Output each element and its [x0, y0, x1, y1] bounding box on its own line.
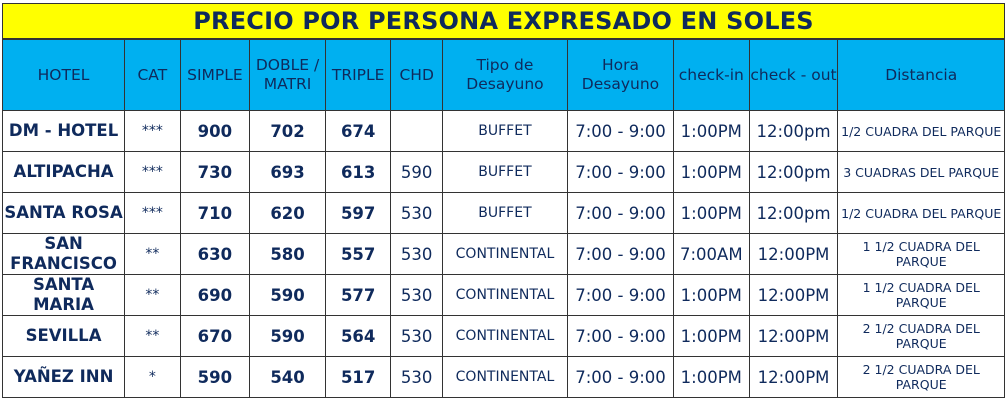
distance: 1 1/2 CUADRA DEL PARQUE [837, 233, 1005, 275]
breakfast-type: BUFFET [441, 110, 569, 152]
header-hotel: HOTEL [1, 39, 126, 111]
price-triple: 577 [324, 274, 392, 316]
hotel-name: SANTA MARIA [1, 274, 126, 316]
header-triple: TRIPLE [324, 39, 392, 111]
hotel-name: SAN FRANCISCO [1, 233, 126, 275]
price-triple: 613 [324, 151, 392, 193]
price-doble: 590 [249, 315, 326, 357]
check-in-time: 1:00PM [672, 151, 750, 193]
table-row: SEVILLA ** 670 590 564 530 CONTINENTAL 7… [1, 315, 1005, 357]
check-in-time: 1:00PM [672, 274, 750, 316]
header-row: HOTEL CAT SIMPLE DOBLE / MATRI TRIPLE CH… [1, 39, 1005, 111]
price-doble: 702 [249, 110, 326, 152]
table-row: SANTA MARIA ** 690 590 577 530 CONTINENT… [1, 274, 1005, 316]
hotel-category: *** [124, 110, 181, 152]
hotel-category: * [124, 356, 181, 398]
hotel-category: *** [124, 151, 181, 193]
price-simple: 710 [179, 192, 251, 234]
breakfast-type: CONTINENTAL [441, 315, 569, 357]
distance: 1 1/2 CUADRA DEL PARQUE [837, 274, 1005, 316]
header-check-in: check-in [672, 39, 750, 111]
breakfast-hours: 7:00 - 9:00 [567, 192, 674, 234]
price-simple: 730 [179, 151, 251, 193]
price-chd: 530 [390, 233, 443, 275]
distance: 2 1/2 CUADRA DEL PARQUE [837, 315, 1005, 357]
breakfast-hours: 7:00 - 9:00 [567, 110, 674, 152]
hotel-category: ** [124, 233, 181, 275]
check-out-time: 12:00PM [748, 233, 839, 275]
price-doble: 590 [249, 274, 326, 316]
distance: 1/2 CUADRA DEL PARQUE [837, 110, 1005, 152]
breakfast-hours: 7:00 - 9:00 [567, 356, 674, 398]
price-chd [390, 110, 443, 152]
check-in-time: 1:00PM [672, 356, 750, 398]
distance: 3 CUADRAS DEL PARQUE [837, 151, 1005, 193]
price-triple: 557 [324, 233, 392, 275]
price-chd: 590 [390, 151, 443, 193]
breakfast-type: CONTINENTAL [441, 233, 569, 275]
hotel-name: SANTA ROSA [1, 192, 126, 234]
table-row: ALTIPACHA *** 730 693 613 590 BUFFET 7:0… [1, 151, 1005, 193]
distance: 1/2 CUADRA DEL PARQUE [837, 192, 1005, 234]
table-row: YAÑEZ INN * 590 540 517 530 CONTINENTAL … [1, 356, 1005, 398]
hotel-name: SEVILLA [1, 315, 126, 357]
breakfast-hours: 7:00 - 9:00 [567, 233, 674, 275]
check-in-time: 1:00PM [672, 192, 750, 234]
price-triple: 597 [324, 192, 392, 234]
breakfast-hours: 7:00 - 9:00 [567, 315, 674, 357]
breakfast-type: BUFFET [441, 192, 569, 234]
hotel-category: ** [124, 315, 181, 357]
price-simple: 900 [179, 110, 251, 152]
table-title: PRECIO POR PERSONA EXPRESADO EN SOLES [2, 3, 1005, 39]
price-triple: 564 [324, 315, 392, 357]
header-cat: CAT [124, 39, 181, 111]
hotel-name: DM - HOTEL [1, 110, 126, 152]
breakfast-type: CONTINENTAL [441, 356, 569, 398]
hotel-category: ** [124, 274, 181, 316]
price-table: HOTEL CAT SIMPLE DOBLE / MATRI TRIPLE CH… [1, 39, 1005, 398]
header-hora-desayuno: Hora Desayuno [567, 39, 674, 111]
price-triple: 517 [324, 356, 392, 398]
price-doble: 620 [249, 192, 326, 234]
price-chd: 530 [390, 192, 443, 234]
header-doble: DOBLE / MATRI [249, 39, 326, 111]
price-simple: 590 [179, 356, 251, 398]
price-doble: 693 [249, 151, 326, 193]
check-in-time: 1:00PM [672, 110, 750, 152]
check-out-time: 12:00pm [748, 151, 839, 193]
hotel-name: YAÑEZ INN [1, 356, 126, 398]
price-chd: 530 [390, 315, 443, 357]
price-simple: 670 [179, 315, 251, 357]
hotel-name: ALTIPACHA [1, 151, 126, 193]
breakfast-hours: 7:00 - 9:00 [567, 274, 674, 316]
price-doble: 580 [249, 233, 326, 275]
check-out-time: 12:00pm [748, 192, 839, 234]
price-triple: 674 [324, 110, 392, 152]
header-chd: CHD [390, 39, 443, 111]
breakfast-hours: 7:00 - 9:00 [567, 151, 674, 193]
header-distancia: Distancia [837, 39, 1005, 111]
breakfast-type: CONTINENTAL [441, 274, 569, 316]
price-doble: 540 [249, 356, 326, 398]
price-chd: 530 [390, 356, 443, 398]
price-simple: 690 [179, 274, 251, 316]
hotel-category: *** [124, 192, 181, 234]
check-in-time: 1:00PM [672, 315, 750, 357]
breakfast-type: BUFFET [441, 151, 569, 193]
check-out-time: 12:00PM [748, 274, 839, 316]
header-check-out: check - out [748, 39, 839, 111]
check-out-time: 12:00pm [748, 110, 839, 152]
table-row: SANTA ROSA *** 710 620 597 530 BUFFET 7:… [1, 192, 1005, 234]
price-table-wrapper: PRECIO POR PERSONA EXPRESADO EN SOLES HO… [1, 3, 1005, 398]
price-simple: 630 [179, 233, 251, 275]
check-out-time: 12:00PM [748, 315, 839, 357]
price-chd: 530 [390, 274, 443, 316]
check-out-time: 12:00PM [748, 356, 839, 398]
header-simple: SIMPLE [179, 39, 251, 111]
distance: 2 1/2 CUADRA DEL PARQUE [837, 356, 1005, 398]
header-tipo-desayuno: Tipo de Desayuno [441, 39, 569, 111]
table-row: SAN FRANCISCO ** 630 580 557 530 CONTINE… [1, 233, 1005, 275]
check-in-time: 7:00AM [672, 233, 750, 275]
table-row: DM - HOTEL *** 900 702 674 BUFFET 7:00 -… [1, 110, 1005, 152]
